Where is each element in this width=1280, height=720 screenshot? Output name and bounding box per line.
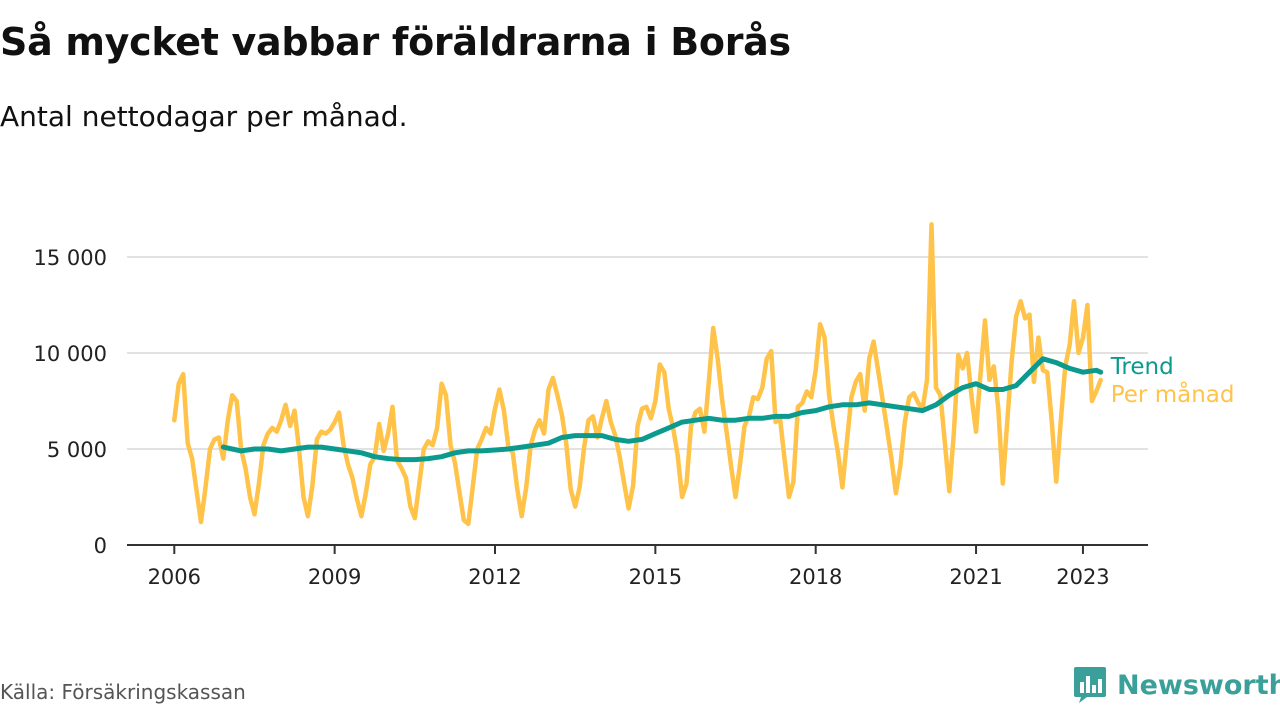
x-tick-label: 2009 xyxy=(308,565,361,589)
y-tick-label: 5 000 xyxy=(47,438,107,462)
series-line-per-manad xyxy=(172,222,1103,527)
y-tick-label: 15 000 xyxy=(34,246,107,270)
series-label-per-manad: Per månad xyxy=(1111,380,1235,408)
x-tick-label: 2012 xyxy=(468,565,521,589)
page-subtitle: Antal nettodagar per månad. xyxy=(0,100,408,133)
y-tick-label: 0 xyxy=(94,534,107,558)
series-line-trend xyxy=(220,356,1104,463)
x-tick-label: 2018 xyxy=(789,565,842,589)
bar-chart-logo-icon xyxy=(1074,667,1106,703)
page-title: Så mycket vabbar föräldrarna i Borås xyxy=(0,20,791,64)
x-tick-label: 2015 xyxy=(629,565,682,589)
source-note: Källa: Försäkringskassan xyxy=(0,680,246,704)
y-tick-label: 10 000 xyxy=(34,342,107,366)
series-label-trend: Trend xyxy=(1110,354,1174,380)
x-tick-label: 2021 xyxy=(949,565,1002,589)
x-tick-label: 2023 xyxy=(1056,565,1109,589)
brand-name: Newsworthy xyxy=(1117,669,1280,701)
brand-logo: Newsworthy xyxy=(1073,666,1280,704)
x-tick-label: 2006 xyxy=(148,565,201,589)
x-axis-ticks: 2006 2009 2012 2015 2018 2021 2023 xyxy=(148,545,1110,589)
y-axis-ticks: 0 5 000 10 000 15 000 xyxy=(34,246,107,558)
